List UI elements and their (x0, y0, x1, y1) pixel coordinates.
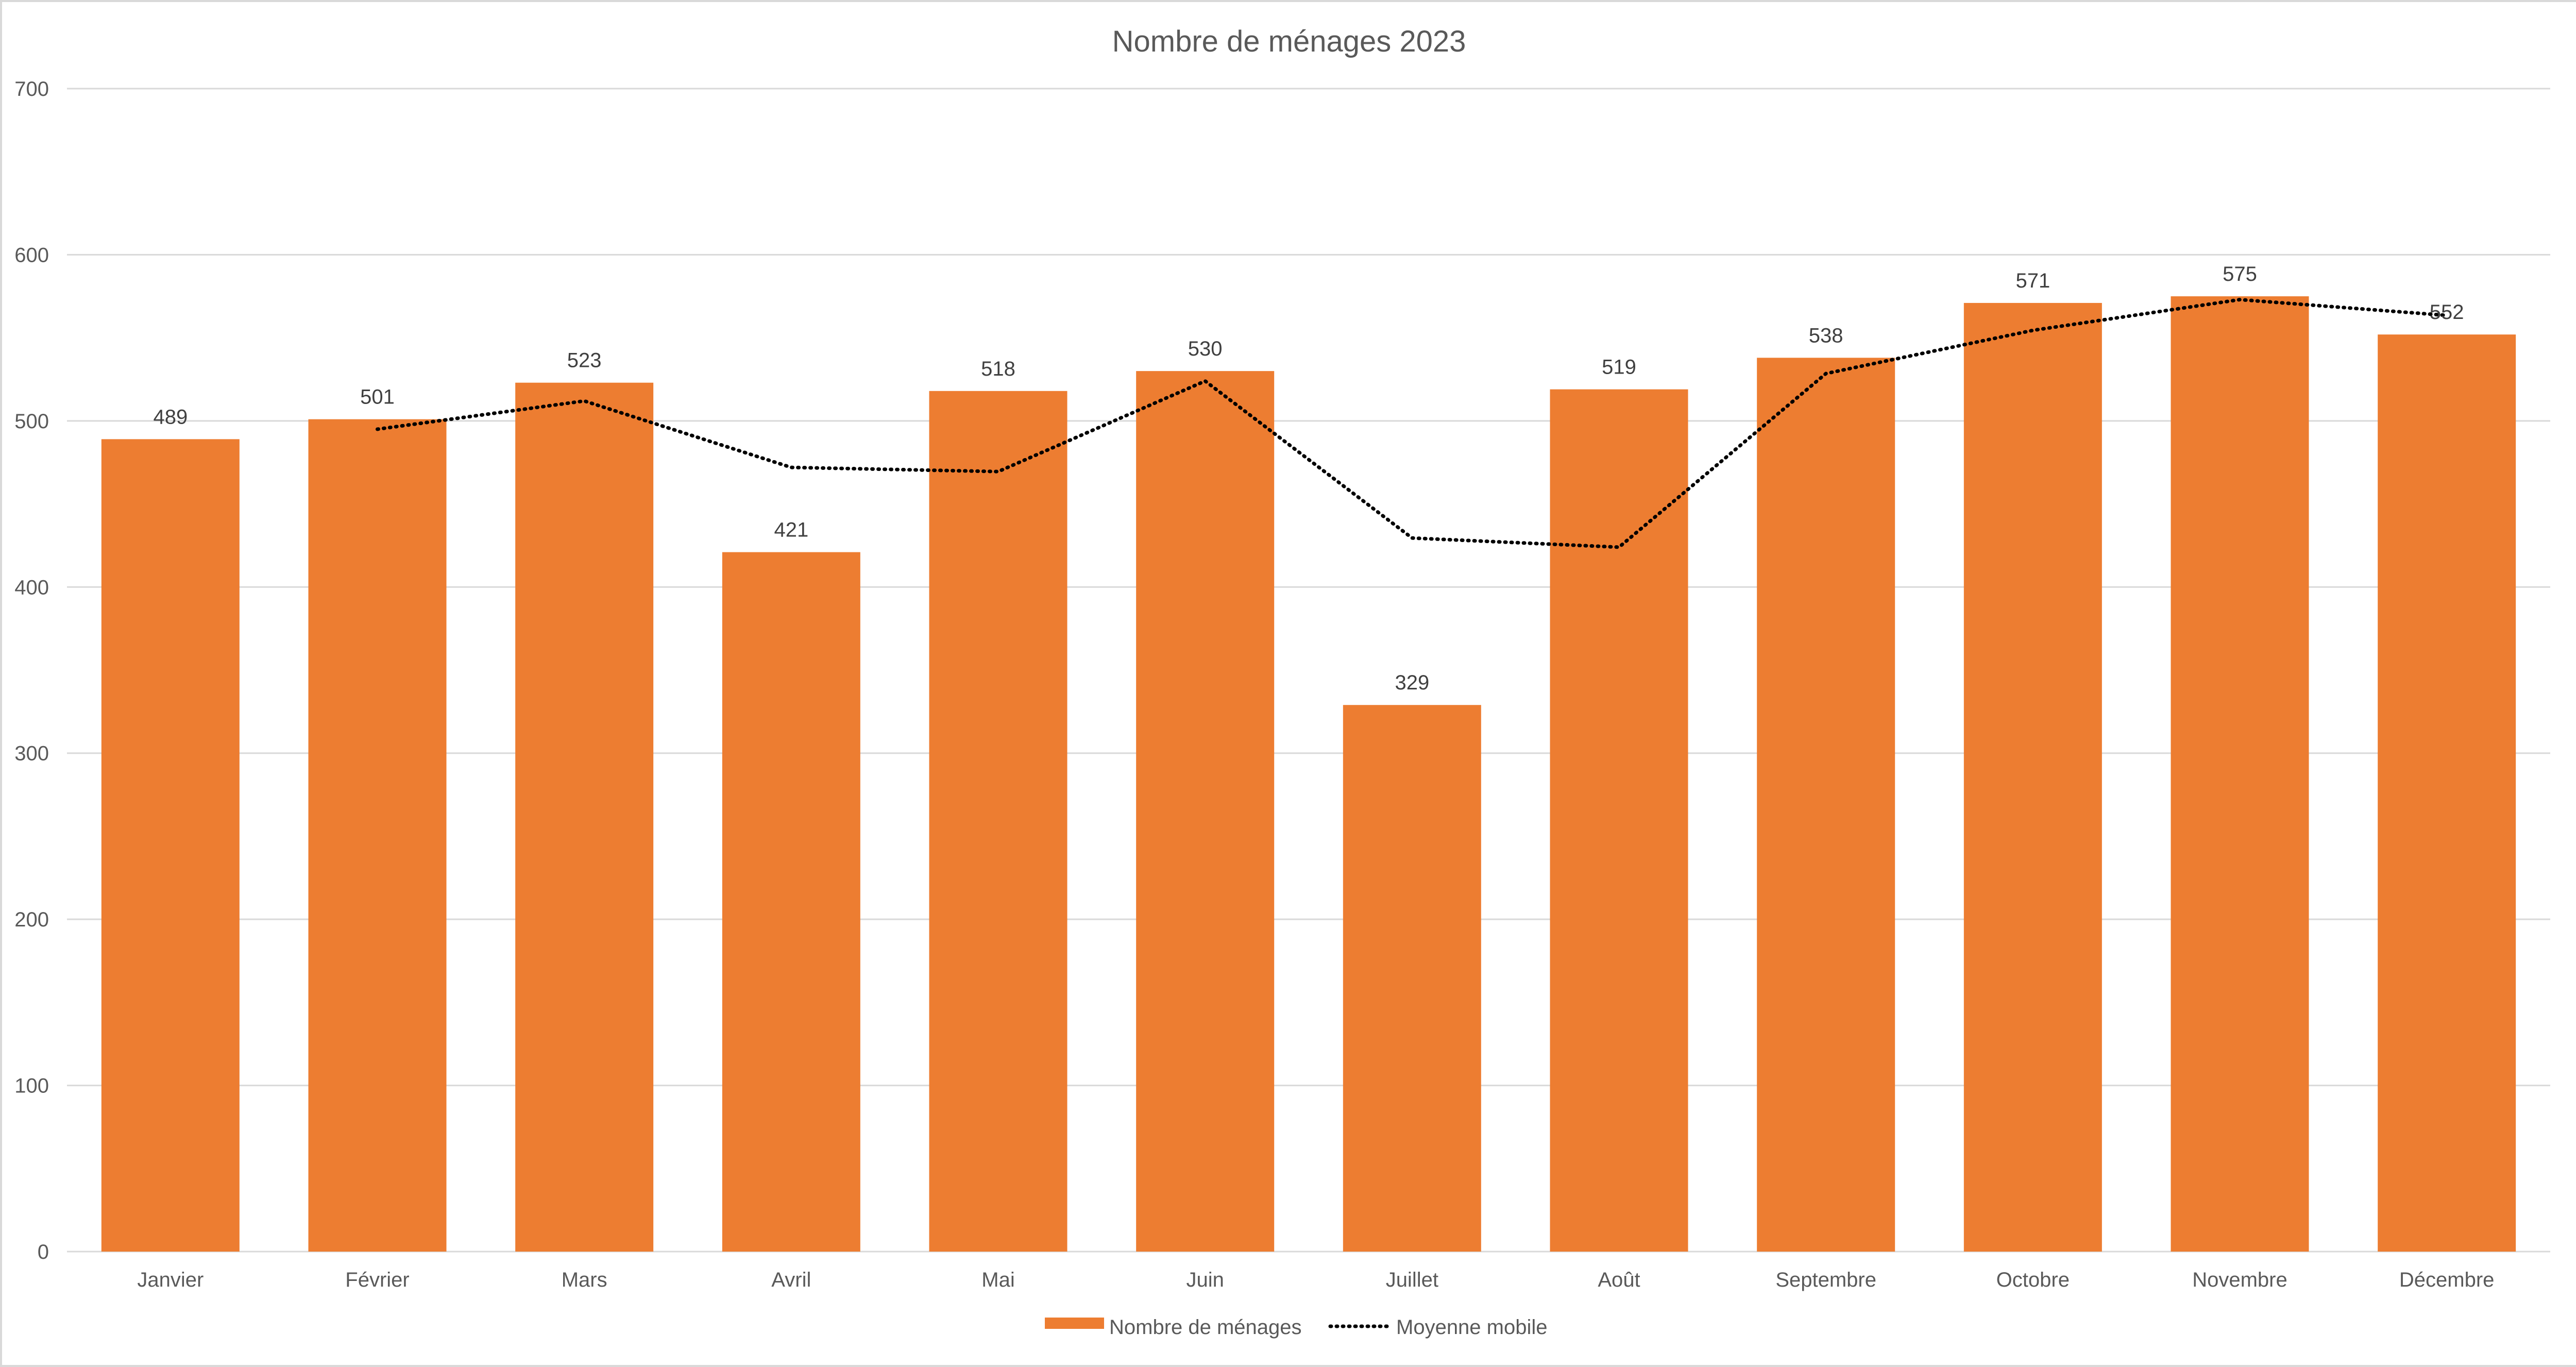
bar (308, 419, 447, 1252)
bar (515, 382, 654, 1252)
x-tick-label: Avril (771, 1269, 811, 1291)
data-label: 519 (1602, 356, 1636, 379)
x-tick-label: Août (1598, 1269, 1640, 1291)
x-tick-label: Novembre (2192, 1269, 2287, 1291)
bar (1343, 705, 1481, 1252)
x-axis: Janvier Février Mars Avril Mai Juin Juillet Aoû… (137, 1269, 2494, 1291)
data-labels: 489 501 523 421 518 530 329 519 538 571 575 552 (153, 263, 2464, 694)
data-label: 421 (774, 519, 808, 542)
gridlines (67, 88, 2550, 1253)
legend-label-line: Moyenne mobile (1396, 1316, 1548, 1339)
x-tick-label: Juin (1186, 1269, 1224, 1291)
bar (1550, 389, 1688, 1252)
x-tick-label: Mai (981, 1269, 1014, 1291)
y-tick-label: 600 (14, 244, 49, 266)
y-tick-label: 400 (14, 576, 49, 599)
y-tick-label: 300 (14, 742, 49, 765)
y-tick-label: 0 (38, 1241, 49, 1263)
data-label: 575 (2223, 263, 2257, 285)
x-tick-label: Janvier (137, 1269, 204, 1291)
x-tick-label: Décembre (2399, 1269, 2495, 1291)
bar-series (101, 296, 2516, 1252)
bar (929, 391, 1067, 1252)
data-label: 538 (1809, 324, 1843, 347)
moving-average-line (376, 297, 2449, 549)
y-tick-label: 500 (14, 410, 49, 433)
bar (1963, 302, 2102, 1252)
legend: Nombre de ménages Moyenne mobile (1045, 1316, 1548, 1339)
x-tick-label: Février (345, 1269, 409, 1291)
bar (101, 439, 240, 1252)
data-label: 530 (1188, 337, 1223, 360)
chart-title: Nombre de ménages 2023 (1112, 25, 1466, 58)
bar (722, 552, 860, 1252)
data-label: 501 (360, 386, 395, 409)
x-tick-label: Octobre (1996, 1269, 2070, 1291)
legend-swatch-bars (1045, 1318, 1104, 1329)
x-tick-label: Septembre (1775, 1269, 1876, 1291)
bar (1757, 358, 1895, 1252)
data-label: 571 (2015, 269, 2050, 292)
x-tick-label: Juillet (1386, 1269, 1438, 1291)
y-tick-label: 700 (14, 78, 49, 100)
data-label: 552 (2430, 301, 2464, 324)
data-label: 523 (567, 349, 602, 372)
data-label: 489 (153, 406, 188, 428)
legend-label-bars: Nombre de ménages (1109, 1316, 1302, 1339)
y-tick-label: 200 (14, 908, 49, 931)
bar (2171, 296, 2309, 1252)
data-label: 329 (1395, 671, 1429, 694)
moving-average-series (376, 297, 2449, 549)
data-label: 518 (981, 358, 1015, 380)
y-axis: 0 100 200 300 400 500 600 700 (14, 78, 49, 1263)
x-tick-label: Mars (562, 1269, 607, 1291)
y-tick-label: 100 (14, 1075, 49, 1098)
bar (1136, 371, 1275, 1252)
bar (2378, 334, 2516, 1252)
